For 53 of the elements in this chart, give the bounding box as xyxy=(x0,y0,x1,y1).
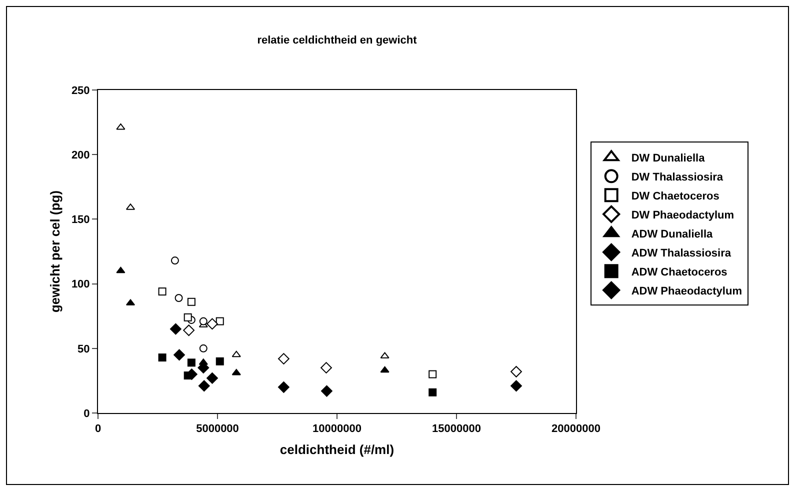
point xyxy=(216,317,224,326)
legend-label: ADW Dunaliella xyxy=(631,228,714,240)
x-tick-label: 15000000 xyxy=(432,423,481,436)
point xyxy=(428,370,437,378)
point xyxy=(198,380,210,392)
point xyxy=(184,372,192,380)
legend-label: DW Chaetoceros xyxy=(631,190,720,202)
legend-label: DW Dunaliella xyxy=(631,152,706,164)
point xyxy=(232,368,241,376)
y-tick-label: 250 xyxy=(71,84,90,97)
x-tick-label: 5000000 xyxy=(196,423,239,436)
y-axis-title: gewicht per cel (pg) xyxy=(47,190,62,313)
point xyxy=(187,358,196,367)
legend-label: DW Phaeodactylum xyxy=(631,209,734,222)
y-tick-label: 200 xyxy=(71,149,90,162)
point xyxy=(187,298,196,306)
point xyxy=(510,366,522,378)
y-tick-label: 0 xyxy=(84,408,90,420)
point xyxy=(321,385,332,397)
point xyxy=(116,266,126,274)
point xyxy=(170,256,179,265)
point xyxy=(278,381,290,393)
point xyxy=(170,323,182,335)
legend-label: ADW Chaetoceros xyxy=(631,266,728,278)
point xyxy=(216,357,224,366)
point xyxy=(510,380,522,392)
y-tick-label: 50 xyxy=(78,343,90,356)
point xyxy=(158,353,166,362)
legend-label: ADW Phaeodactylum xyxy=(631,285,742,298)
x-tick-label: 0 xyxy=(94,423,102,436)
x-tick-label: 10000000 xyxy=(312,423,362,436)
point xyxy=(116,123,126,130)
point xyxy=(232,350,241,358)
point xyxy=(183,324,195,336)
point xyxy=(199,344,208,352)
y-tick-label: 100 xyxy=(71,278,90,291)
y-tick-label: 150 xyxy=(71,214,90,226)
chart-title: relatie celdichtheid en gewicht xyxy=(257,34,418,46)
point xyxy=(158,288,166,296)
point xyxy=(206,318,218,330)
point xyxy=(380,366,390,373)
point xyxy=(174,294,183,302)
point xyxy=(278,353,290,364)
point xyxy=(320,362,332,374)
point xyxy=(428,388,437,396)
point xyxy=(199,317,208,326)
point xyxy=(174,349,185,361)
point xyxy=(184,313,192,322)
x-axis-title: celdichtheid (#/ml) xyxy=(280,442,394,457)
x-tick-label: 20000000 xyxy=(552,423,600,436)
legend-label: DW Thalassiosira xyxy=(631,171,724,184)
legend-label: ADW Thalassiosira xyxy=(631,247,732,260)
point xyxy=(206,372,218,384)
